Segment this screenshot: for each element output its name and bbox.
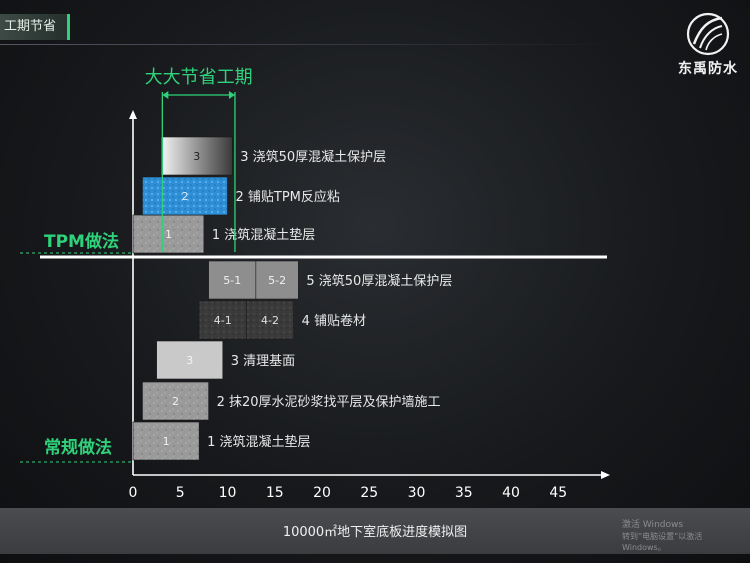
brand-logo-icon — [686, 12, 730, 56]
task-label: 1 浇筑混凝土垫层 — [207, 434, 310, 450]
x-tick-label: 5 — [176, 485, 185, 501]
y-axis-arrow-icon — [129, 110, 137, 119]
bar-segment-label: 5-2 — [268, 274, 286, 287]
task-label: 2 抹20厚水泥砂浆找平层及保护墙施工 — [217, 395, 441, 410]
gantt-bar — [246, 300, 294, 340]
x-tick-label: 0 — [129, 485, 138, 501]
gantt-bar — [142, 176, 228, 216]
gantt-bar — [156, 340, 224, 380]
gantt-bar — [198, 300, 247, 340]
annotation-arrow-right-icon — [228, 91, 235, 99]
chart-caption: 10000㎡地下室底板进度模拟图 — [282, 525, 468, 540]
annotation-arrow-left-icon — [162, 91, 169, 99]
bar-segment-label: 3 — [186, 354, 193, 367]
task-label: 1 浇筑混凝土垫层 — [212, 227, 315, 243]
gantt-bar — [142, 381, 209, 421]
header-divider — [0, 44, 620, 45]
bar-segment-label: 3 — [193, 150, 200, 163]
x-tick-label: 10 — [219, 485, 237, 501]
brand-name: 东禹防水 — [678, 61, 738, 77]
section-title: 工期节省 — [4, 19, 57, 34]
task-label: 3 浇筑50厚混凝土保护层 — [240, 149, 386, 165]
bar-segment-label: 4-1 — [214, 314, 232, 327]
task-label: 4 铺贴卷材 — [302, 313, 366, 329]
task-label: 2 铺贴TPM反应粘 — [236, 189, 340, 205]
task-label: 5 浇筑50厚混凝土保护层 — [306, 273, 452, 289]
bar-segment-label: 4-2 — [261, 314, 279, 327]
gantt-chart: 0 5 10 15 20 25 30 35 40 45 1 1 浇筑混凝土垫层 2 2 铺贴TPM反应粘… — [20, 67, 610, 501]
bar-segment-label: 1 — [165, 228, 172, 241]
bar-segment-label: 2 — [181, 190, 188, 203]
x-tick-label: 40 — [502, 485, 520, 501]
gantt-bar — [208, 260, 257, 300]
windows-activation-watermark: 激活 Windows 转到“电脑设置”以激活 Windows。 — [622, 520, 742, 553]
section-title-tab: 工期节省 — [0, 14, 70, 40]
watermark-title: 激活 Windows — [622, 520, 684, 530]
x-tick-label: 15 — [266, 485, 284, 501]
x-tick-label: 35 — [455, 485, 473, 501]
x-tick-label: 45 — [549, 485, 567, 501]
x-tick-label: 20 — [313, 485, 331, 501]
gantt-bar — [161, 136, 233, 176]
watermark-subtitle: 转到“电脑设置”以激活 Windows。 — [622, 532, 703, 552]
group-label: TPM做法 — [44, 231, 119, 252]
annotation-label: 大大节省工期 — [145, 67, 253, 88]
gantt-bar — [132, 421, 200, 461]
bar-segment-label: 1 — [163, 435, 170, 448]
bar-segment-label: 5-1 — [223, 274, 241, 287]
x-axis-arrow-icon — [601, 471, 610, 479]
x-tick-label: 25 — [360, 485, 378, 501]
task-label: 3 清理基面 — [231, 354, 295, 369]
group-label: 常规做法 — [44, 437, 112, 458]
gantt-bar — [255, 260, 299, 300]
gantt-bar — [132, 214, 205, 254]
footer-bar — [0, 508, 750, 554]
x-tick-label: 30 — [408, 485, 426, 501]
bar-segment-label: 2 — [172, 395, 179, 408]
